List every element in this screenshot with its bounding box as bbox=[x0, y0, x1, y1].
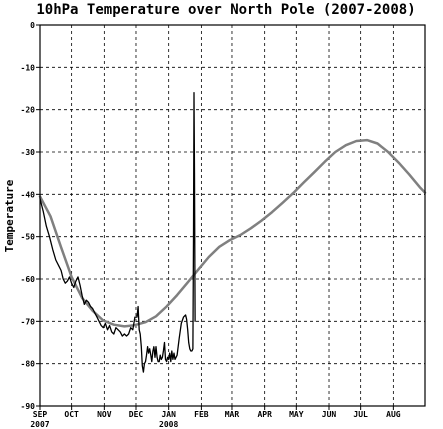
x-tick-label: APR bbox=[257, 410, 272, 419]
x-tick-label: JUL bbox=[353, 410, 368, 419]
x-tick-label: MAY bbox=[289, 410, 304, 419]
y-tick-label: 0 bbox=[30, 21, 35, 30]
y-tick-label: -60 bbox=[21, 275, 36, 284]
y-tick-label: -80 bbox=[21, 360, 36, 369]
y-tick-label: -10 bbox=[21, 63, 36, 72]
x-tick-year-label: 2008 bbox=[159, 420, 178, 429]
x-tick-label: FEB bbox=[194, 410, 209, 419]
plot-frame bbox=[39, 24, 426, 407]
y-tick-label: -90 bbox=[21, 402, 36, 411]
x-tick-label: MAR bbox=[225, 410, 240, 419]
grid-lines bbox=[40, 25, 425, 406]
observed-series-line bbox=[39, 92, 196, 373]
x-tick-label: DEC bbox=[129, 410, 144, 419]
y-tick-label: -70 bbox=[21, 317, 36, 326]
y-axis-label: Temperature bbox=[3, 179, 16, 252]
y-tick-label: -50 bbox=[21, 233, 36, 242]
climatology-series-line bbox=[38, 138, 427, 328]
data-series bbox=[38, 92, 427, 373]
y-tick-label: -20 bbox=[21, 106, 36, 115]
x-tick-label: OCT bbox=[64, 410, 79, 419]
x-tick-label: JUN bbox=[322, 410, 337, 419]
chart-title: 10hPa Temperature over North Pole (2007-… bbox=[36, 2, 415, 18]
x-tick-label: SEP bbox=[33, 410, 48, 419]
x-tick-year-label: 2007 bbox=[30, 420, 49, 429]
x-tick-label: NOV bbox=[97, 410, 112, 419]
x-tick-label: JAN bbox=[161, 410, 176, 419]
y-tick-label: -30 bbox=[21, 148, 36, 157]
y-tick-label: -40 bbox=[21, 190, 36, 199]
x-tick-label: AUG bbox=[386, 410, 401, 419]
